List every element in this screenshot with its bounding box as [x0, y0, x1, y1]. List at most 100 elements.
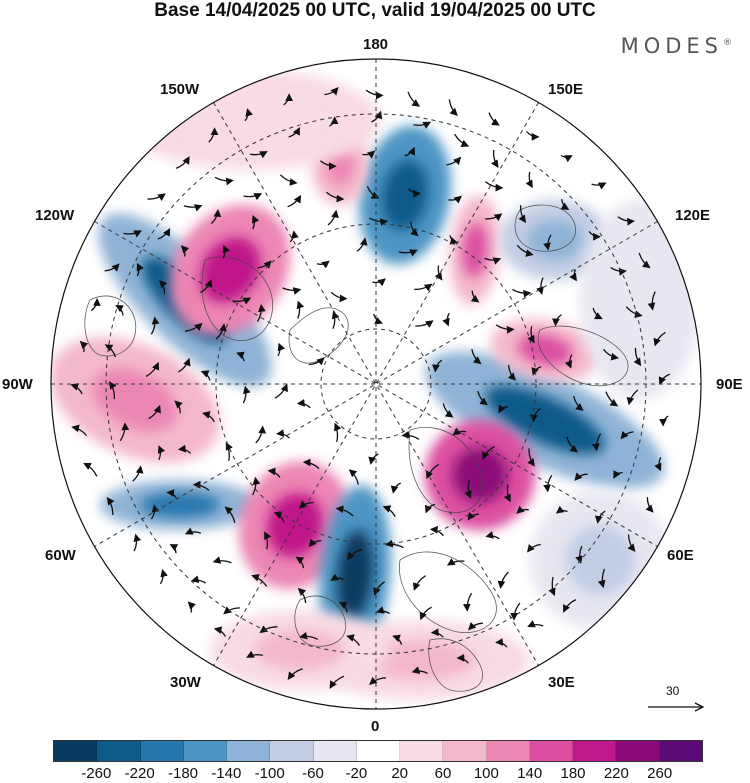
wind-vector-arrow — [251, 574, 268, 587]
wind-vector-arrow — [527, 326, 535, 344]
lon-label-150e: 150E — [548, 81, 584, 98]
wind-vector-arrow — [613, 470, 623, 479]
wind-vector-arrow — [371, 110, 383, 123]
wind-vector-arrow — [536, 277, 544, 295]
wind-vector-arrow — [200, 370, 211, 381]
colorbar-swatch — [486, 741, 530, 761]
lon-label-30e: 30E — [548, 674, 575, 691]
wind-vector-arrow — [199, 279, 213, 294]
wind-vector-arrow — [464, 479, 472, 499]
wind-vector-arrow — [187, 601, 196, 613]
wind-vector-arrow — [180, 245, 190, 257]
wind-vector-arrow — [592, 433, 602, 452]
wind-vector-arrow — [225, 442, 233, 461]
wind-vector-arrow — [407, 91, 421, 107]
wind-vector-arrow — [184, 527, 202, 535]
wind-vector-arrow — [597, 568, 606, 589]
wind-vector-arrow — [302, 458, 320, 470]
lon-label-180: 180 — [363, 36, 389, 53]
wind-vector-arrow — [366, 185, 380, 199]
wind-vector-arrow — [419, 606, 432, 621]
wind-vector-arrow — [348, 469, 359, 485]
wind-vector-arrow — [335, 505, 354, 517]
wind-vector-arrow — [442, 403, 454, 418]
wind-vector-arrow — [516, 505, 529, 514]
anomaly-core — [199, 237, 261, 303]
wind-vector-arrow — [297, 587, 307, 604]
map-boundary — [50, 58, 702, 710]
wind-vector-arrow — [446, 156, 462, 166]
colorbar-swatch — [313, 741, 357, 761]
anomaly-core — [365, 640, 475, 680]
colorbar-tick-label: 20 — [391, 765, 408, 782]
wind-vector-arrow — [560, 199, 570, 210]
wind-vector-arrow — [274, 383, 288, 399]
wind-vector-arrow — [331, 310, 340, 329]
wind-vector-arrow — [242, 385, 251, 404]
lon-label-0: 0 — [371, 718, 380, 735]
wind-vector-arrow — [104, 344, 117, 358]
wind-vector-arrow — [430, 628, 444, 638]
wind-vector-arrow — [356, 237, 368, 252]
wind-vector-arrow — [372, 278, 386, 287]
colorbar-swatch — [573, 741, 617, 761]
brand-logo: MODES® — [621, 34, 732, 58]
wind-vector-arrow — [449, 235, 459, 245]
colorbar-tick-label: 220 — [603, 765, 629, 782]
wind-vector-arrow — [525, 171, 533, 189]
colorbar-tick-label: 260 — [647, 765, 673, 782]
colorbar-tick-label: 180 — [560, 765, 586, 782]
colorbar — [53, 740, 703, 762]
colorbar-swatch — [270, 741, 314, 761]
colorbar-swatch — [227, 741, 271, 761]
wind-vector-arrow — [145, 361, 160, 377]
wind-vector-arrow — [471, 348, 482, 365]
lon-label-150w: 150W — [160, 81, 200, 98]
wind-vector-arrow — [133, 533, 142, 552]
wind-vector-arrow — [288, 127, 300, 138]
lon-label-120w: 120W — [35, 207, 75, 224]
wind-vector-arrow — [560, 154, 573, 163]
wind-vector-arrow — [488, 112, 500, 126]
wind-vector-arrow — [617, 216, 635, 226]
colorbar-swatch — [529, 741, 574, 761]
wind-vector-arrow — [319, 160, 337, 171]
wind-vector-arrow — [329, 675, 345, 689]
wind-vector-arrow — [594, 510, 606, 524]
wind-vector-arrow — [548, 576, 556, 597]
colorbar-tick-label: -260 — [81, 765, 112, 782]
wind-vector-arrow — [588, 231, 601, 241]
lon-label-90w: 90W — [2, 376, 33, 393]
wind-vector-arrow — [159, 568, 168, 585]
wind-vector-arrow — [243, 193, 263, 201]
wind-vector-arrow — [150, 316, 160, 335]
wind-vector-arrow — [551, 314, 562, 327]
wind-vector-arrow — [409, 221, 419, 237]
wind-vector-arrow — [166, 489, 178, 499]
wind-vector-arrow — [467, 511, 480, 521]
wind-vector-arrow — [610, 267, 627, 276]
wind-vector-arrow — [334, 422, 342, 443]
wind-vector-arrow — [382, 505, 396, 517]
colorbar-tick-label: 100 — [473, 765, 499, 782]
wind-vector-arrow — [157, 445, 166, 461]
wind-vector-arrow — [208, 127, 219, 143]
wind-vector-arrow — [645, 497, 654, 513]
wind-vector-arrow — [625, 306, 643, 319]
wind-vector-arrow — [308, 357, 325, 366]
colorbar-swatch — [443, 741, 487, 761]
colorbar-swatch — [616, 741, 660, 761]
wind-vector-arrow — [283, 93, 293, 106]
wind-vector-arrow — [347, 548, 363, 561]
colorbar-swatch — [54, 741, 98, 761]
reference-vector-label: 30 — [666, 684, 680, 698]
wind-vector-arrow — [527, 448, 535, 467]
wind-vector-arrow — [369, 676, 386, 685]
wind-vector-arrow — [574, 472, 588, 481]
registered-mark: ® — [723, 38, 732, 48]
wind-vector-arrow — [257, 260, 272, 269]
wind-vector-arrow — [467, 622, 483, 631]
wind-vector-arrow — [295, 556, 305, 569]
wind-vector-arrow — [495, 638, 508, 648]
wind-vector-arrow — [264, 531, 272, 550]
